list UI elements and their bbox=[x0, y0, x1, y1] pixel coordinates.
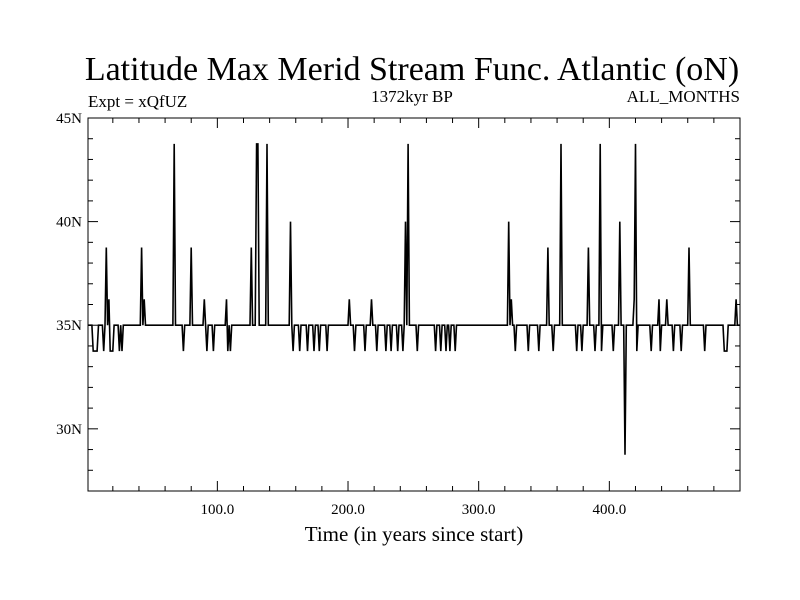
x-tick-label: 200.0 bbox=[331, 502, 365, 518]
chart-title: Latitude Max Merid Stream Func. Atlantic… bbox=[85, 51, 739, 88]
tick-labels: 100.0 200.0 300.0 400.0 30N 35N 40N 45N bbox=[56, 111, 626, 518]
plot-frame bbox=[87, 117, 741, 492]
y-tick-label: 40N bbox=[56, 215, 82, 231]
months-label: ALL_MONTHS bbox=[627, 87, 740, 106]
period-label: 1372kyr BP bbox=[371, 87, 453, 106]
x-tick-label: 300.0 bbox=[462, 502, 496, 518]
minor-ticks bbox=[88, 118, 740, 492]
x-axis-label: Time (in years since start) bbox=[305, 522, 524, 546]
major-ticks bbox=[88, 117, 740, 491]
experiment-label: Expt = xQfUZ bbox=[88, 92, 187, 111]
x-tick-label: 100.0 bbox=[200, 502, 234, 518]
y-tick-label: 30N bbox=[56, 422, 82, 438]
y-tick-label: 35N bbox=[56, 318, 82, 334]
y-tick-label: 45N bbox=[56, 111, 82, 127]
series-line bbox=[88, 143, 740, 455]
x-tick-label: 400.0 bbox=[592, 502, 626, 518]
